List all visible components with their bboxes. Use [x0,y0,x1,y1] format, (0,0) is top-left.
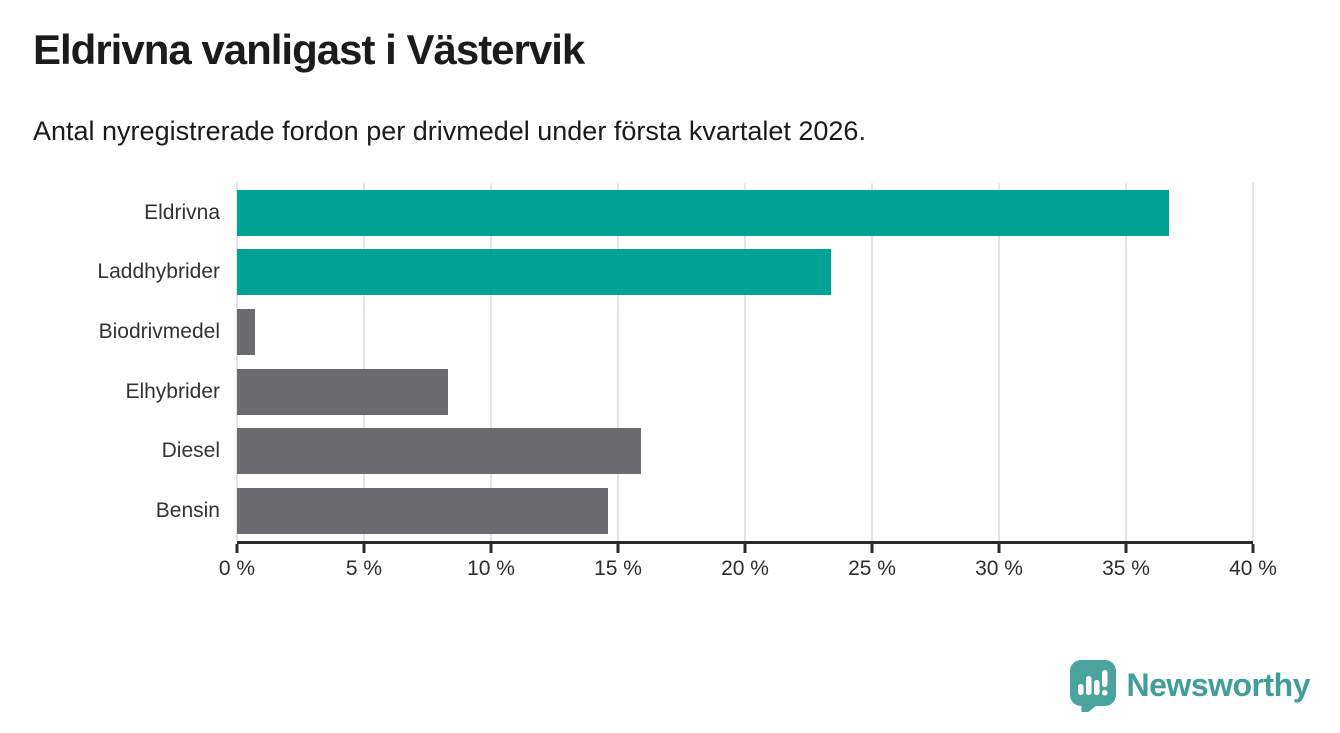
gridline [236,183,238,541]
bar-laddhybrider [237,249,832,296]
x-axis: 0 % 5 % 10 % 15 % 20 % 25 % 30 % 35 % 40 % [219,544,1277,596]
category-label: Eldrivna [144,200,220,224]
category-label: Bensin [155,499,220,523]
gridline [363,183,365,541]
bar-rows: Eldrivna Laddhybrider Biodrivmedel Elhybrid… [97,183,1253,541]
axis-tick-label: 15 % [594,557,642,580]
newsworthy-bubble-chart-icon [1069,660,1116,712]
axis-tick [616,544,620,553]
gridline [490,183,492,541]
bar-row: Bensin [156,488,1253,535]
category-label: Diesel [161,439,220,463]
category-label: Elhybrider [125,379,220,403]
axis-tick [1251,544,1255,553]
axis-tick [1124,544,1128,553]
category-label: Biodrivmedel [98,320,220,344]
gridline [1125,183,1127,541]
bar-elhybrider [237,368,448,415]
newsworthy-wordmark: Newsworthy [1126,667,1311,703]
axis-tick-label: 35 % [1102,557,1150,580]
axis-tick-label: 25 % [848,557,896,580]
gridline [871,183,873,541]
gridline [617,183,619,541]
axis-tick [235,544,239,553]
axis-tick-label: 10 % [467,557,515,580]
bar-bensin [237,488,608,535]
axis-tick [870,544,874,553]
axis-tick [489,544,493,553]
bar-eldrivna [237,189,1170,236]
bar-row: Laddhybrider [97,249,1253,296]
gridline [998,183,1000,541]
axis-tick [743,544,747,553]
bar-row: Elhybrider [125,368,1253,415]
axis-tick-label: 5 % [345,557,383,580]
gridline [744,183,746,541]
bar-diesel [237,428,641,475]
axis-tick-label: 0 % [218,557,256,580]
axis-tick-label: 40 % [1229,557,1277,580]
axis-tick [362,544,366,553]
chart-title: Eldrivna vanligast i Västervik [33,26,585,73]
bar-row: Biodrivmedel [99,309,1253,356]
bar-row: Diesel [162,428,1253,475]
axis-tick [997,544,1001,553]
axis-tick-label: 30 % [975,557,1023,580]
gridline [1252,183,1254,541]
chart-subtitle: Antal nyregistrerade fordon per drivmede… [33,116,866,146]
newsworthy-logo: Newsworthy [1069,659,1311,712]
bar-biodrivmedel [237,309,255,356]
plot-area: Eldrivna Laddhybrider Biodrivmedel Elhybrid… [97,183,1254,544]
category-label: Laddhybrider [97,260,220,284]
bar-row: Eldrivna [144,189,1253,236]
axis-tick-label: 20 % [721,557,769,580]
